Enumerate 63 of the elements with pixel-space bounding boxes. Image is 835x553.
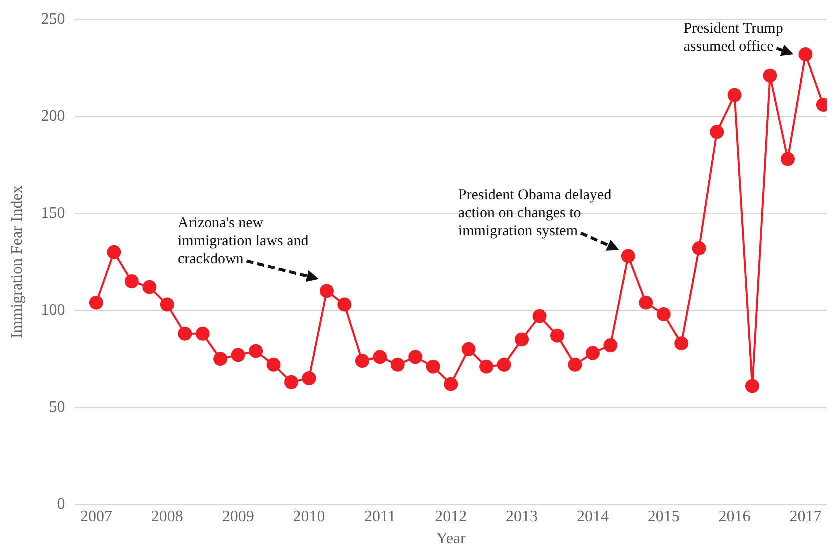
point — [604, 338, 618, 353]
y-tick-label: 100 — [41, 302, 66, 319]
x-tick-label: 2013 — [506, 508, 538, 526]
point — [408, 350, 423, 364]
point — [214, 352, 228, 366]
x-tick-label: 2010 — [293, 508, 326, 526]
point — [302, 372, 316, 386]
x-axis-title: Year — [436, 530, 467, 548]
point — [355, 354, 370, 368]
point — [710, 125, 724, 140]
point — [550, 328, 564, 343]
x-tick-label: 2016 — [718, 508, 751, 526]
point — [462, 342, 476, 356]
x-tick-label: 2007 — [80, 508, 112, 526]
point — [692, 242, 706, 256]
x-tick-label: 2008 — [151, 508, 184, 526]
x-tick-label: 2012 — [435, 508, 468, 526]
point — [160, 298, 174, 312]
point — [639, 296, 654, 310]
point — [621, 249, 636, 264]
x-tick-label: 2017 — [790, 508, 822, 526]
y-axis-title: Immigration Fear Index — [8, 186, 26, 339]
point — [124, 274, 139, 288]
point — [338, 298, 352, 312]
x-tick-label: 2011 — [364, 508, 396, 526]
point — [178, 326, 192, 341]
point — [746, 379, 760, 394]
point — [266, 358, 281, 372]
point — [231, 348, 246, 362]
annotation: Arizona's new immigration laws and crackdown — [178, 216, 310, 268]
point — [728, 88, 742, 102]
point — [426, 360, 440, 374]
point — [249, 344, 264, 358]
annotation: President Trump assumed office — [684, 20, 784, 55]
point — [373, 350, 388, 364]
y-tick-label: 0 — [57, 496, 66, 513]
y-tick-label: 200 — [41, 108, 66, 125]
point — [142, 280, 157, 294]
point — [798, 48, 813, 62]
point — [674, 336, 689, 351]
point — [444, 377, 458, 392]
x-tick-label: 2009 — [222, 508, 254, 526]
point — [284, 375, 299, 390]
x-tick-label: 2015 — [648, 508, 680, 526]
point — [89, 296, 104, 310]
y-tick-label: 50 — [49, 398, 66, 416]
point — [497, 358, 512, 372]
y-tick-label: 150 — [41, 204, 66, 222]
point — [780, 152, 795, 166]
y-tick-label: 250 — [41, 10, 66, 28]
point — [320, 284, 334, 298]
point — [763, 68, 778, 83]
point — [107, 245, 122, 260]
annotation: President Obama delayed action on changes to immigration system — [458, 188, 612, 240]
point — [656, 307, 671, 322]
point — [390, 358, 405, 372]
x-tick-label: 2014 — [576, 508, 609, 526]
point — [515, 332, 530, 347]
point — [196, 326, 210, 341]
point — [568, 358, 582, 372]
point — [532, 309, 547, 324]
point — [480, 360, 494, 374]
point — [586, 346, 600, 360]
